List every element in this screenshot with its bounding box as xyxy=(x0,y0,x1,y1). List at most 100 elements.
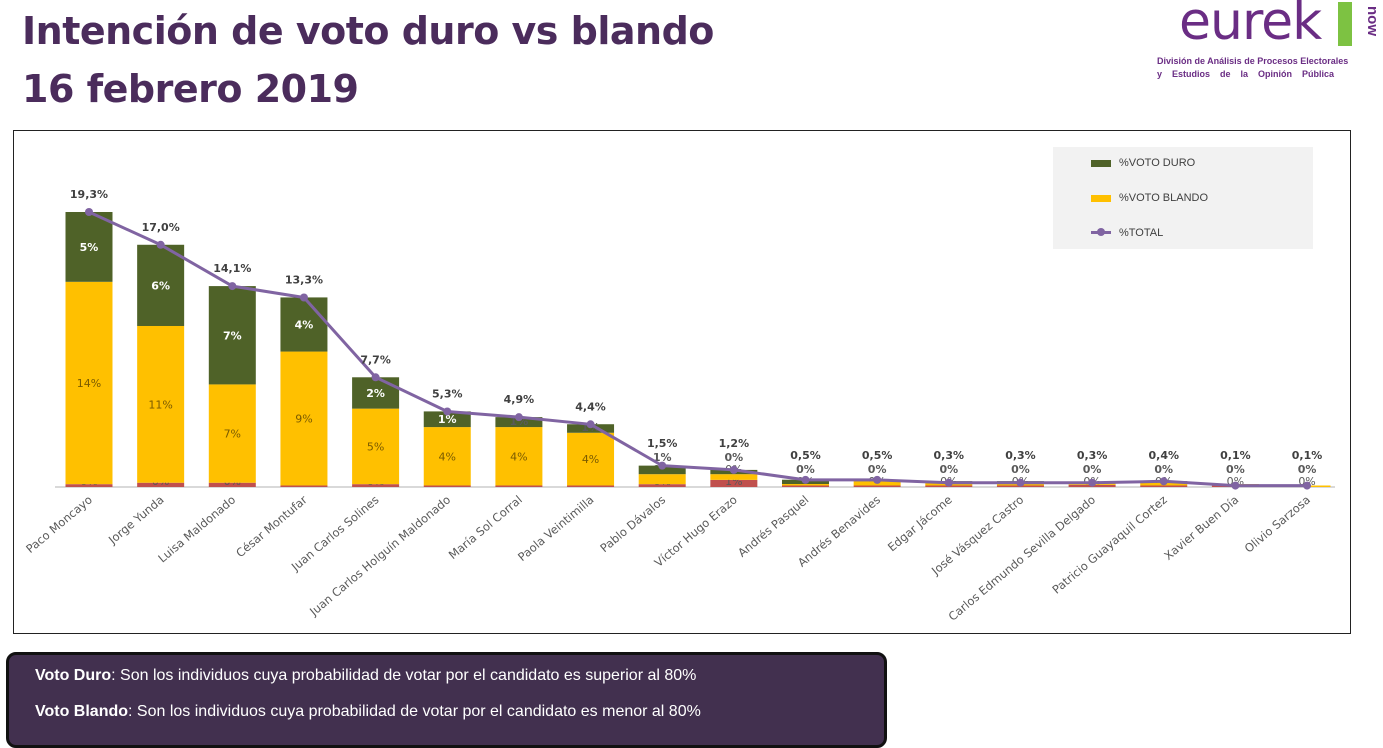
x-tick-label: Jorge Yunda xyxy=(105,493,167,548)
total-point xyxy=(586,420,595,429)
definition-duro: Voto Duro: Son los individuos cuya proba… xyxy=(35,667,696,685)
definition-text: : Son los individuos cuya probabilidad d… xyxy=(111,667,697,684)
bar-segment xyxy=(352,484,400,487)
total-point xyxy=(228,282,237,291)
total-data-label: 0,1% xyxy=(1220,449,1251,462)
bar-segment xyxy=(137,244,185,326)
bar-segment xyxy=(853,485,901,487)
x-tick-label: Paco Moncayo xyxy=(23,493,95,556)
legend-swatch-duro xyxy=(1091,160,1111,167)
bar-data-label: 5% xyxy=(80,241,99,254)
bar-segment xyxy=(638,474,686,485)
total-data-label: 4,4% xyxy=(575,400,606,413)
x-tick-label: Patricio Guayaquil Cortez xyxy=(1049,493,1169,597)
bar-data-label: 0% xyxy=(868,463,887,476)
bar-segment xyxy=(208,384,256,483)
total-data-label: 14,1% xyxy=(213,262,251,275)
x-tick-label: Olivio Sarzosa xyxy=(1242,493,1313,556)
total-data-label: 17,0% xyxy=(142,221,180,234)
total-line xyxy=(88,210,1308,488)
bar-data-label: 9% xyxy=(295,413,312,426)
x-tick-label: Edgar Jácome xyxy=(885,493,955,555)
x-tick-label: María Sol Corral xyxy=(446,493,525,562)
bar-segment xyxy=(638,465,686,475)
bar-data-label: 0% xyxy=(939,463,958,476)
definition-text: : Son los individuos cuya probabilidad d… xyxy=(128,703,701,720)
bar-data-label: 0% xyxy=(796,463,815,476)
bar-segment xyxy=(495,427,543,486)
total-point xyxy=(729,465,738,474)
chart-plot: 0% 14% 5% Paco Moncayo 0% 11% 6% Jorge Yunda 0% 7… xyxy=(23,188,1335,624)
x-tick-label: Andrés Pasquel xyxy=(735,493,811,560)
bar-segment xyxy=(567,424,615,433)
bar-segment xyxy=(65,281,113,485)
bar-segment xyxy=(638,484,686,487)
bar-segment xyxy=(495,485,543,487)
total-data-label: 0,5% xyxy=(790,449,821,462)
total-point xyxy=(1231,481,1240,490)
bar-segment xyxy=(1140,485,1188,487)
total-point xyxy=(1088,478,1097,487)
bar-data-label: 4% xyxy=(295,318,314,331)
total-data-label: 0,3% xyxy=(1077,449,1108,462)
bar-data-label: 0% xyxy=(1083,463,1102,476)
bar-segment xyxy=(208,286,256,385)
bar-data-label: 6% xyxy=(151,279,170,292)
bar-segment xyxy=(423,411,471,428)
bar-segment xyxy=(567,432,615,486)
bar-segment xyxy=(65,212,113,282)
bar-data-label: 2% xyxy=(366,387,385,400)
total-point xyxy=(85,208,93,216)
logo-subtitle-2: y Estudios de la Opinión Pública xyxy=(1157,69,1335,79)
bar-data-label: 4% xyxy=(582,453,599,466)
bar-segment xyxy=(710,474,758,480)
total-data-label: 0,4% xyxy=(1148,449,1179,462)
total-point xyxy=(658,461,667,470)
x-tick-label: Juan Carlos Holguín Maldonado xyxy=(306,493,453,620)
eurek-now-logo: eurek now División de Análisis de Proces… xyxy=(1155,0,1383,90)
logo-word: eurek xyxy=(1179,0,1322,52)
x-tick-label: César Montufar xyxy=(233,492,310,560)
bar-segment xyxy=(782,484,829,486)
bar-segment xyxy=(352,408,400,485)
chart-frame xyxy=(13,130,1351,634)
bar-segment xyxy=(567,485,615,487)
x-tick-label: Pablo Dávalos xyxy=(597,493,668,556)
chart-date: 16 febrero 2019 xyxy=(22,67,359,111)
total-point xyxy=(371,373,380,382)
bar-data-label: 1% xyxy=(438,413,457,426)
bar-data-label: 0% xyxy=(1154,463,1173,476)
bar-data-label: 0% xyxy=(1011,463,1030,476)
legend-label-duro: %VOTO DURO xyxy=(1119,157,1196,169)
total-data-label: 1,2% xyxy=(719,437,750,450)
definitions-box: Voto Duro: Son los individuos cuya proba… xyxy=(6,652,887,748)
x-tick-label: Xavier Buen Día xyxy=(1161,493,1241,563)
total-data-label: 0,1% xyxy=(1292,449,1323,462)
total-point xyxy=(1016,478,1025,487)
x-tick-label: Paola Veintimilla xyxy=(515,493,596,564)
legend-label-total: %TOTAL xyxy=(1119,227,1164,239)
bar-segment xyxy=(423,427,471,486)
total-data-label: 1,5% xyxy=(647,437,678,450)
total-point xyxy=(1159,477,1168,486)
x-tick-label: Carlos Edmundo Sevilla Delgado xyxy=(946,493,1098,624)
bar-segment xyxy=(423,485,471,487)
bar-data-label: 0% xyxy=(1298,463,1317,476)
logo-subtitle-1: División de Análisis de Procesos Elector… xyxy=(1157,56,1349,66)
total-point xyxy=(873,475,882,484)
total-data-label: 0,3% xyxy=(934,449,965,462)
legend-swatch-blando xyxy=(1091,195,1111,202)
total-data-label: 4,9% xyxy=(504,393,535,406)
legend-marker-total xyxy=(1097,228,1105,236)
total-data-label: 0,5% xyxy=(862,449,893,462)
bar-segment xyxy=(208,482,256,487)
bar-segment xyxy=(137,325,185,483)
total-point xyxy=(156,240,165,249)
bar-data-label: 7% xyxy=(224,428,241,441)
total-point xyxy=(514,413,523,422)
bar-data-label: 4% xyxy=(439,450,456,463)
bar-segment xyxy=(137,482,185,487)
legend: %VOTO DURO %VOTO BLANDO %TOTAL xyxy=(1053,147,1313,249)
bar-segment xyxy=(280,297,328,352)
bar-segment xyxy=(710,479,758,487)
